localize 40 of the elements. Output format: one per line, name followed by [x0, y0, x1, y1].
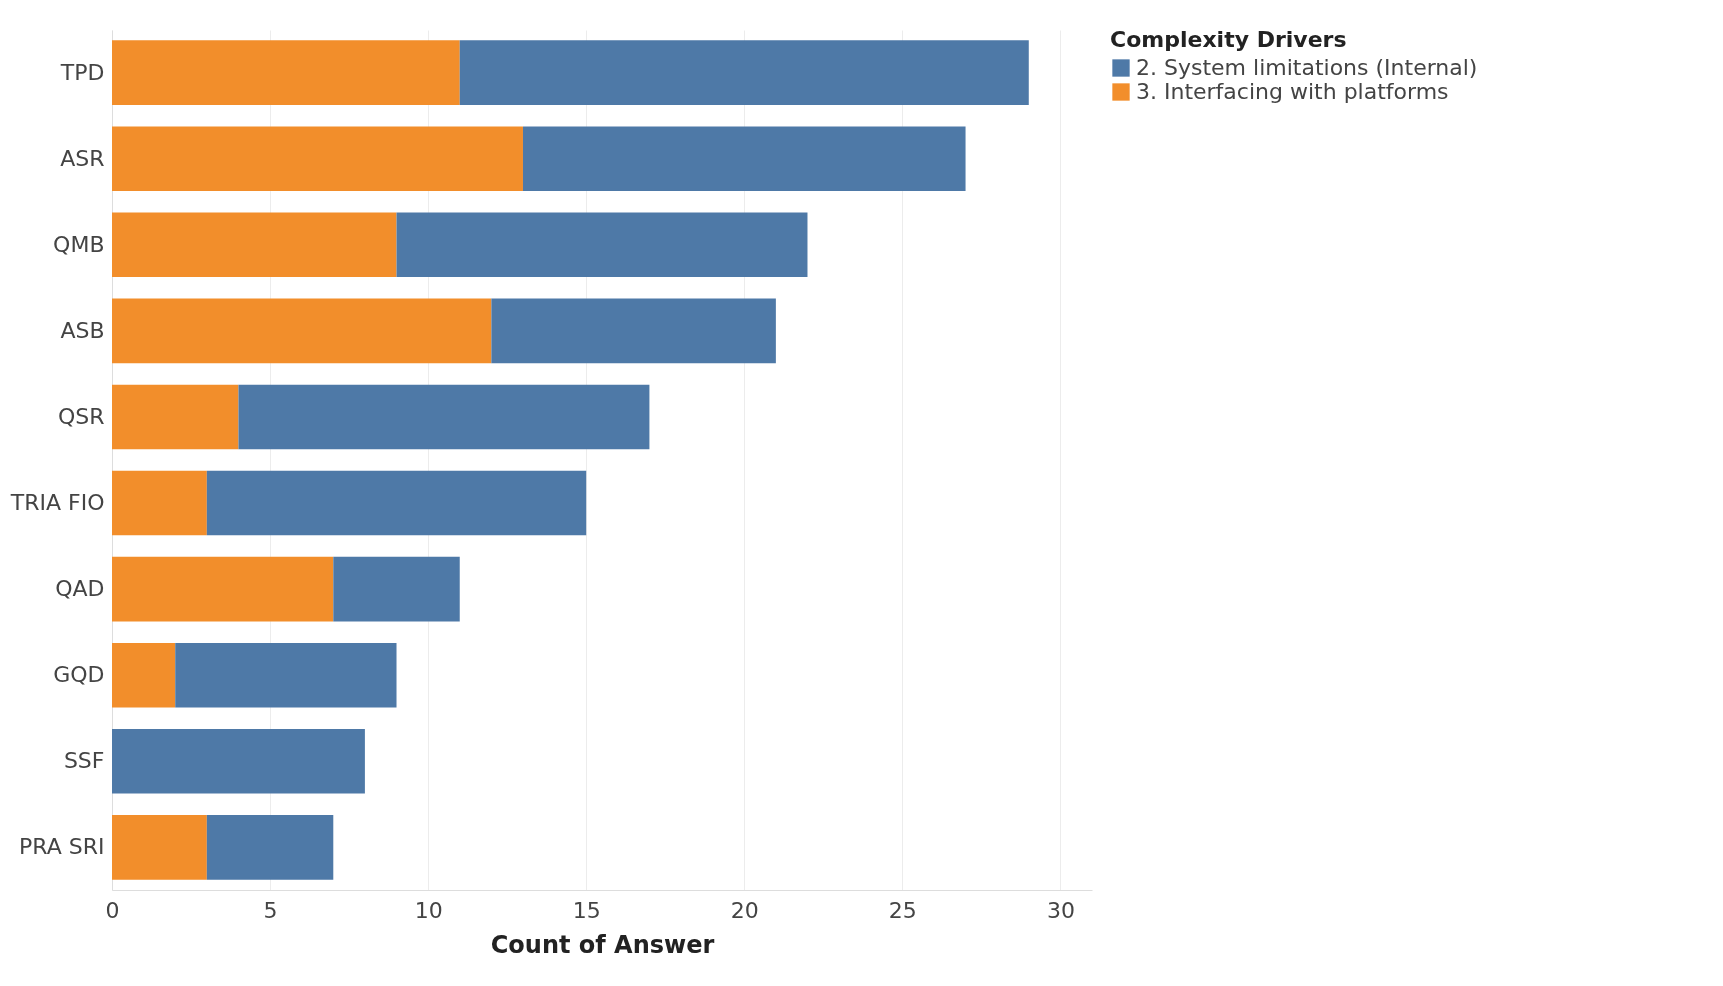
bar — [112, 470, 207, 536]
bar — [491, 298, 776, 364]
legend-label: 2. System limitations (Internal) — [1136, 55, 1478, 80]
bar — [396, 212, 808, 278]
y-tick-label: QMB — [53, 231, 105, 257]
y-tick-label: TRIA FIO — [9, 490, 105, 516]
bar — [112, 556, 334, 622]
bar — [112, 729, 365, 794]
bar — [238, 384, 650, 450]
legend-label: 3. Interfacing with platforms — [1136, 79, 1449, 104]
bar — [112, 384, 239, 450]
bar — [112, 642, 176, 708]
y-tick-label: ASR — [60, 145, 105, 171]
x-tick-label: 25 — [888, 897, 917, 923]
x-tick-label: 0 — [105, 897, 120, 923]
bar — [112, 212, 397, 278]
bar — [112, 126, 523, 191]
bar — [459, 40, 1029, 105]
y-tick-label: GQD — [53, 662, 105, 688]
x-tick-label: 10 — [414, 897, 443, 923]
y-tick-label: QSR — [57, 403, 105, 429]
bar — [112, 40, 460, 105]
bar — [522, 126, 966, 191]
bar — [112, 298, 492, 364]
bar — [175, 642, 397, 708]
bar — [206, 815, 334, 880]
y-tick-label: QAD — [55, 576, 105, 602]
bar — [112, 815, 207, 880]
y-tick-label: ASB — [60, 317, 105, 343]
x-tick-label: 30 — [1046, 897, 1075, 923]
x-axis-title: Count of Answer — [490, 930, 715, 959]
x-tick-label: 5 — [263, 897, 278, 923]
bar — [206, 470, 587, 536]
bar — [333, 556, 460, 622]
y-tick-label: SSF — [63, 748, 105, 774]
x-tick-label: 20 — [730, 897, 759, 923]
y-tick-label: PRA SRI — [19, 834, 105, 860]
legend-title: Complexity Drivers — [1110, 27, 1347, 52]
x-tick-label: 15 — [572, 897, 601, 923]
y-tick-label: TPD — [59, 59, 105, 85]
